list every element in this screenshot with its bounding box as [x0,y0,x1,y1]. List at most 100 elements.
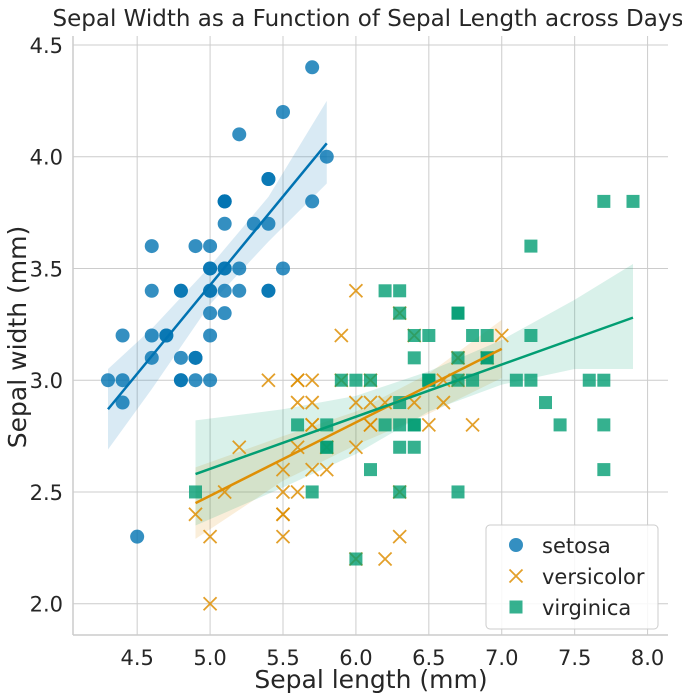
versicolor-point [275,507,291,522]
versicolor-point [494,328,509,343]
versicolor-point [377,551,393,567]
legend: setosa versicolor virginica [485,524,659,630]
versicolor-point [305,395,320,410]
setosa-point [261,283,276,298]
versicolor-point [348,395,364,410]
y-tick-label: 3.0 [30,369,63,393]
y-tick-label: 3.5 [30,257,63,281]
y-tick-label: 2.5 [30,481,63,505]
versicolor-point [436,395,451,410]
virginica-point [597,418,611,432]
x-tick-label: 5.0 [193,646,226,670]
legend-versicolor-label: versicolor [542,565,645,589]
setosa-point [232,127,247,142]
setosa-point [101,373,115,388]
versicolor-regression-line [194,347,503,505]
versicolor-point [421,417,436,433]
versicolor-point [261,373,276,388]
setosa-point [144,328,159,343]
setosa-point [144,283,159,298]
setosa-point [203,373,218,388]
virginica-point [626,194,640,208]
x-axis-label: Sepal length (mm) [254,665,487,694]
virginica-point [364,463,377,477]
versicolor-point [319,462,334,477]
versicolor-point [275,462,291,477]
virginica-regression-line [195,316,634,476]
regression-lines [107,142,634,505]
virginica-point [582,373,596,387]
virginica-point [334,373,348,387]
versicolor-point [363,395,378,410]
virginica-point [407,329,421,342]
y-tick-label: 4.5 [30,34,63,58]
setosa-point [115,395,130,410]
virginica-point [407,440,421,454]
versicolor-point [290,484,305,500]
virginica-point [393,485,407,499]
versicolor-point [290,395,305,410]
versicolor-point [202,529,218,544]
legend-setosa-label: setosa [542,534,611,558]
y-axis-label: Sepal width (mm) [3,226,32,448]
virginica-point [378,284,392,298]
setosa-point [144,239,159,254]
virginica-point [466,329,480,342]
setosa-point [115,373,130,388]
tick-labels: 4.5 5.0 5.5 6.0 6.5 7.0 7.5 8.0 2.0 2.5 3.0 3.5 4.0 4… [30,34,665,670]
versicolor-point [465,417,480,433]
legend-setosa-marker [509,538,523,552]
setosa-point [173,350,188,365]
setosa-point [261,172,276,187]
virginica-point [393,284,407,298]
setosa-point [305,194,320,209]
virginica-point [305,485,319,499]
setosa-point [173,373,188,388]
setosa-point [188,373,203,388]
setosa-point [319,149,334,164]
setosa-regression-line [107,142,328,411]
virginica-point [524,373,538,387]
x-tick-label: 6.5 [412,646,445,670]
versicolor-point [392,529,407,544]
versicolor-point [348,283,364,298]
virginica-point [597,373,611,387]
virginica-point [378,418,392,432]
setosa-point [232,283,247,298]
setosa-point [217,194,232,209]
virginica-point [349,373,363,387]
versicolor-point [290,373,305,388]
virginica-point [553,418,567,432]
virginica-point [524,329,538,342]
legend-virginica-label: virginica [542,596,631,620]
virginica-point [509,373,523,387]
x-tick-label: 8.0 [631,646,664,670]
setosa-point [188,239,203,254]
versicolor-point [232,440,247,455]
y-tick-label: 4.0 [30,146,63,170]
setosa-point [159,328,174,343]
virginica-point [539,396,552,410]
versicolor-point [305,373,320,388]
x-tick-label: 7.5 [558,646,591,670]
virginica-point [393,306,407,320]
legend-versicolor-marker [508,568,524,584]
virginica-point [189,485,202,499]
virginica-point [407,351,421,365]
versicolor-point [188,507,203,522]
virginica-point [422,329,436,342]
setosa-point [173,283,188,298]
virginica-point [349,552,363,566]
chart-title: Sepal Width as a Function of Sepal Lengt… [53,6,682,32]
setosa-point [305,60,320,75]
versicolor-point [305,417,320,433]
versicolor-point [275,484,291,500]
virginica-point [480,329,494,342]
setosa-point [246,216,261,231]
legend-box [485,524,659,630]
setosa-point [203,239,218,254]
setosa-point [115,328,130,343]
versicolor-point [334,328,349,343]
setosa-point [188,350,203,365]
